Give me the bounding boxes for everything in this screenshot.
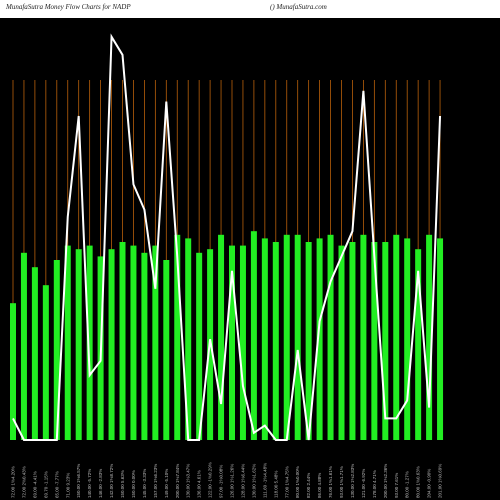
x-tick-label: 145.00 -3.33% [142, 469, 147, 498]
bar [20, 252, 27, 440]
bar [437, 238, 444, 440]
x-tick-label: 126.00 1%1.26% [230, 464, 235, 498]
x-tick-label: 80.00 -1.27% [405, 471, 410, 498]
x-tick-label: 150.00 5.63% [120, 470, 125, 498]
x-tick-label: 82.00 2.44% [306, 473, 311, 498]
x-tick-label: 80.00 1%0.00% [295, 466, 300, 498]
bar [294, 234, 301, 440]
bar [10, 303, 16, 440]
x-tick-label: 130.00 1%2.83% [350, 464, 355, 498]
bar [261, 238, 268, 440]
x-tick-label: 93.00 7.61% [394, 473, 399, 498]
bar [349, 242, 356, 440]
x-tick-label: 80.00 1%0.63% [416, 466, 421, 498]
x-tick-label: 86.00 4.88% [317, 473, 322, 498]
x-tick-label: 178.00 4.71% [372, 470, 377, 498]
bar [239, 245, 246, 440]
x-tick-label: 72.00 1%4.20% [11, 466, 16, 498]
bar [371, 242, 378, 440]
bar [360, 234, 367, 440]
bar [75, 249, 82, 440]
price-line [12, 33, 442, 441]
bar [316, 238, 323, 440]
x-tick-label: 200.00 1%2.36% [383, 464, 388, 498]
bar [185, 238, 192, 440]
bar [130, 245, 137, 440]
x-tick-label: 69.00 -4.41% [32, 471, 37, 498]
bar [163, 260, 170, 440]
bar [415, 249, 422, 440]
bar [404, 238, 411, 440]
x-tick-label: 65.00 -7.77% [54, 471, 59, 498]
x-tick-label: 118.00 5.48% [273, 471, 278, 498]
x-tick-label: 122.00 -1%0.29% [208, 462, 213, 498]
x-tick-label: 136.00 4.61% [197, 470, 202, 498]
bar [42, 285, 49, 440]
chart-title: MunafaSutra Money Flow Charts for NADP [5, 3, 131, 11]
x-tick-label: 146.00 -2.83% [98, 469, 103, 498]
bar [108, 249, 115, 440]
bar [196, 252, 203, 440]
x-tick-label: 69.70 -1.15% [43, 471, 48, 498]
x-tick-label: 201.00 1%0.69% [438, 464, 443, 498]
x-tick-label: 121.00 -6.92% [361, 469, 366, 498]
bar [218, 234, 225, 440]
x-tick-label: 142.00 1%8.72% [109, 464, 114, 498]
bar [141, 252, 148, 440]
bar [426, 234, 433, 440]
x-tick-label: 72.00 2%0.43% [21, 466, 26, 498]
bar [338, 245, 345, 440]
x-tick-label: 128.00 1%6.44% [240, 464, 245, 498]
bar [272, 242, 279, 440]
x-tick-label: 97.00 -1%0.08% [219, 465, 224, 498]
chart-subtitle: () MunafaSutra.com [270, 3, 327, 11]
x-tick-label: 200.00 1%7.84% [175, 464, 180, 498]
x-tick-label: 111.60 -1%4.48% [262, 463, 267, 498]
bar [64, 245, 71, 440]
x-tick-label: 93.00 1%1.71% [339, 466, 344, 498]
x-tick-label: 76.00 1%1.61% [328, 466, 333, 498]
bar [393, 234, 400, 440]
x-tick-label: 204.00 -0.90% [427, 469, 432, 498]
x-tick-label: 77.00 1%4.75% [284, 466, 289, 498]
bar [152, 245, 159, 440]
bar [86, 245, 93, 440]
bar [174, 234, 181, 440]
x-tick-label: 140.00 -5.72% [87, 469, 92, 498]
bar [119, 242, 126, 440]
x-tick-label: 130.00 1%3.47% [186, 464, 191, 498]
x-tick-label: 157.00 1%6.23% [153, 464, 158, 498]
x-tick-label: 150.00 1%6.57% [76, 464, 81, 498]
x-tick-label: 150.00 0.00% [131, 470, 136, 498]
bar [382, 242, 389, 440]
bar [229, 245, 235, 440]
bar [250, 231, 257, 440]
bar [283, 234, 290, 440]
bar [53, 260, 60, 440]
x-tick-label: 149.00 -5.10% [164, 469, 169, 498]
bar [327, 234, 334, 440]
x-tick-label: 130.00 1%1.62% [251, 464, 256, 498]
bar [31, 267, 38, 440]
x-tick-label: 71.00 9.23% [65, 473, 70, 498]
chart-background [0, 18, 500, 500]
bar [305, 242, 312, 440]
